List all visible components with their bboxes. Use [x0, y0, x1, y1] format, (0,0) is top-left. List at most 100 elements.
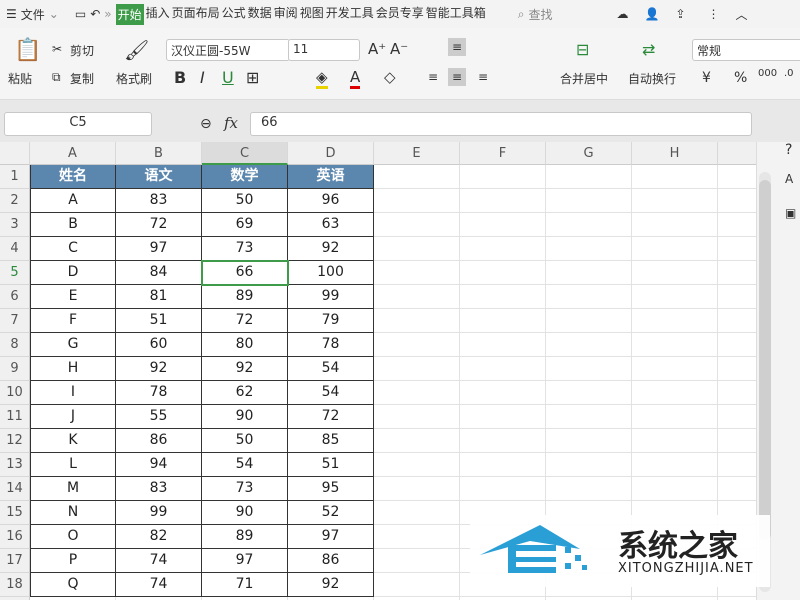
table-cell[interactable]: P — [30, 549, 116, 573]
percent-button[interactable]: % — [734, 70, 748, 86]
table-cell[interactable] — [546, 309, 632, 333]
row-header[interactable]: 2 — [0, 189, 30, 213]
table-header-cell[interactable] — [546, 165, 632, 189]
table-cell[interactable]: 60 — [116, 333, 202, 357]
align-center-icon[interactable]: ≡ — [448, 68, 467, 86]
table-cell[interactable] — [632, 237, 718, 261]
table-cell[interactable] — [546, 477, 632, 501]
table-cell[interactable]: E — [30, 285, 116, 309]
decimal-icon[interactable]: .0 — [784, 68, 794, 79]
column-header[interactable] — [718, 142, 756, 165]
table-cell[interactable]: 72 — [288, 405, 374, 429]
table-cell[interactable] — [718, 453, 756, 477]
table-cell[interactable] — [632, 213, 718, 237]
row-header[interactable]: 10 — [0, 381, 30, 405]
table-cell[interactable] — [460, 309, 546, 333]
copy-icon[interactable]: ⧉ — [52, 70, 61, 84]
table-cell[interactable] — [374, 237, 460, 261]
table-cell[interactable] — [632, 429, 718, 453]
table-cell[interactable]: 92 — [288, 573, 374, 597]
table-cell[interactable] — [632, 357, 718, 381]
row-header[interactable]: 17 — [0, 549, 30, 573]
table-cell[interactable]: F — [30, 309, 116, 333]
table-cell[interactable] — [718, 357, 756, 381]
font-color-icon[interactable]: A — [350, 68, 361, 89]
font-size-select[interactable]: 11 — [288, 39, 360, 61]
thousands-icon[interactable]: 000 — [758, 68, 778, 79]
table-cell[interactable]: 97 — [202, 549, 288, 573]
row-header[interactable]: 12 — [0, 429, 30, 453]
table-cell[interactable]: 52 — [288, 501, 374, 525]
table-cell[interactable]: 99 — [116, 501, 202, 525]
table-cell[interactable] — [632, 381, 718, 405]
ribbon-tab[interactable]: 开发工具 — [325, 5, 374, 20]
table-header-cell[interactable]: 姓名 — [30, 165, 116, 189]
cut-button[interactable]: 剪切 — [70, 44, 95, 58]
align-middle-icon[interactable]: ≡ — [448, 38, 467, 56]
row-header[interactable]: 3 — [0, 213, 30, 237]
table-cell[interactable] — [546, 405, 632, 429]
table-cell[interactable] — [718, 261, 756, 285]
table-cell[interactable] — [116, 597, 202, 600]
table-cell[interactable] — [374, 501, 460, 525]
table-cell[interactable] — [546, 381, 632, 405]
row-header[interactable]: 9 — [0, 357, 30, 381]
table-cell[interactable]: 74 — [116, 549, 202, 573]
save-icon[interactable]: ▭ — [74, 7, 87, 21]
table-cell[interactable]: 99 — [288, 285, 374, 309]
column-header[interactable]: H — [632, 142, 718, 165]
merge-center-button[interactable]: 合并居中 — [560, 72, 609, 86]
search-icon[interactable]: ⌕ — [517, 6, 525, 21]
table-cell[interactable] — [718, 285, 756, 309]
table-cell[interactable] — [632, 285, 718, 309]
table-cell[interactable]: 80 — [202, 333, 288, 357]
table-cell[interactable]: 97 — [288, 525, 374, 549]
column-header[interactable]: F — [460, 142, 546, 165]
table-cell[interactable]: 86 — [288, 549, 374, 573]
ribbon-tab[interactable]: 公式 — [221, 5, 246, 20]
table-cell[interactable] — [546, 333, 632, 357]
ribbon-tab[interactable]: 会员专享 — [375, 5, 424, 20]
merge-icon[interactable]: ⊟ — [576, 40, 590, 59]
more-vert-icon[interactable]: ⋮ — [707, 7, 720, 21]
row-header[interactable]: 16 — [0, 525, 30, 549]
table-cell[interactable]: 83 — [116, 189, 202, 213]
ribbon-tab[interactable]: 开始 — [115, 3, 144, 25]
table-cell[interactable] — [546, 237, 632, 261]
panel-icon[interactable]: ▣ — [785, 206, 797, 220]
format-painter-button[interactable]: 格式刷 — [116, 72, 153, 86]
table-cell[interactable] — [460, 357, 546, 381]
table-cell[interactable]: 72 — [202, 309, 288, 333]
ribbon-tab[interactable]: 视图 — [299, 5, 324, 20]
table-cell[interactable]: L — [30, 453, 116, 477]
column-header[interactable]: G — [546, 142, 632, 165]
table-cell[interactable] — [546, 597, 632, 600]
table-cell[interactable]: K — [30, 429, 116, 453]
table-cell[interactable]: 73 — [202, 477, 288, 501]
table-cell[interactable]: J — [30, 405, 116, 429]
column-header[interactable]: A — [30, 142, 116, 165]
table-cell[interactable]: 54 — [202, 453, 288, 477]
cloud-icon[interactable]: ☁ — [616, 7, 629, 21]
table-cell[interactable]: 94 — [116, 453, 202, 477]
table-cell[interactable] — [460, 477, 546, 501]
table-cell[interactable] — [374, 261, 460, 285]
table-cell[interactable]: 92 — [288, 237, 374, 261]
ribbon-tab[interactable]: 插入 — [145, 5, 170, 20]
shrink-font-icon[interactable]: A⁻ — [390, 40, 409, 58]
table-cell[interactable]: 78 — [116, 381, 202, 405]
menu-icon[interactable]: ☰ — [6, 7, 17, 21]
number-format-select[interactable]: 常规 — [692, 39, 800, 61]
table-cell[interactable] — [460, 453, 546, 477]
table-cell[interactable] — [374, 189, 460, 213]
table-cell[interactable]: I — [30, 381, 116, 405]
table-header-cell[interactable] — [632, 165, 718, 189]
spreadsheet-grid[interactable]: A B C D E F G H 1 姓名 语文 数学 英语 2 A 83 50 96 3 B 72 69 63 4 C 97 73 9… — [0, 142, 756, 600]
table-cell[interactable] — [374, 549, 460, 573]
table-cell[interactable]: 100 — [288, 261, 374, 285]
table-cell[interactable] — [718, 309, 756, 333]
ribbon-tab[interactable]: 数据 — [247, 5, 272, 20]
table-cell[interactable] — [632, 261, 718, 285]
table-cell[interactable] — [460, 429, 546, 453]
row-header[interactable]: 13 — [0, 453, 30, 477]
